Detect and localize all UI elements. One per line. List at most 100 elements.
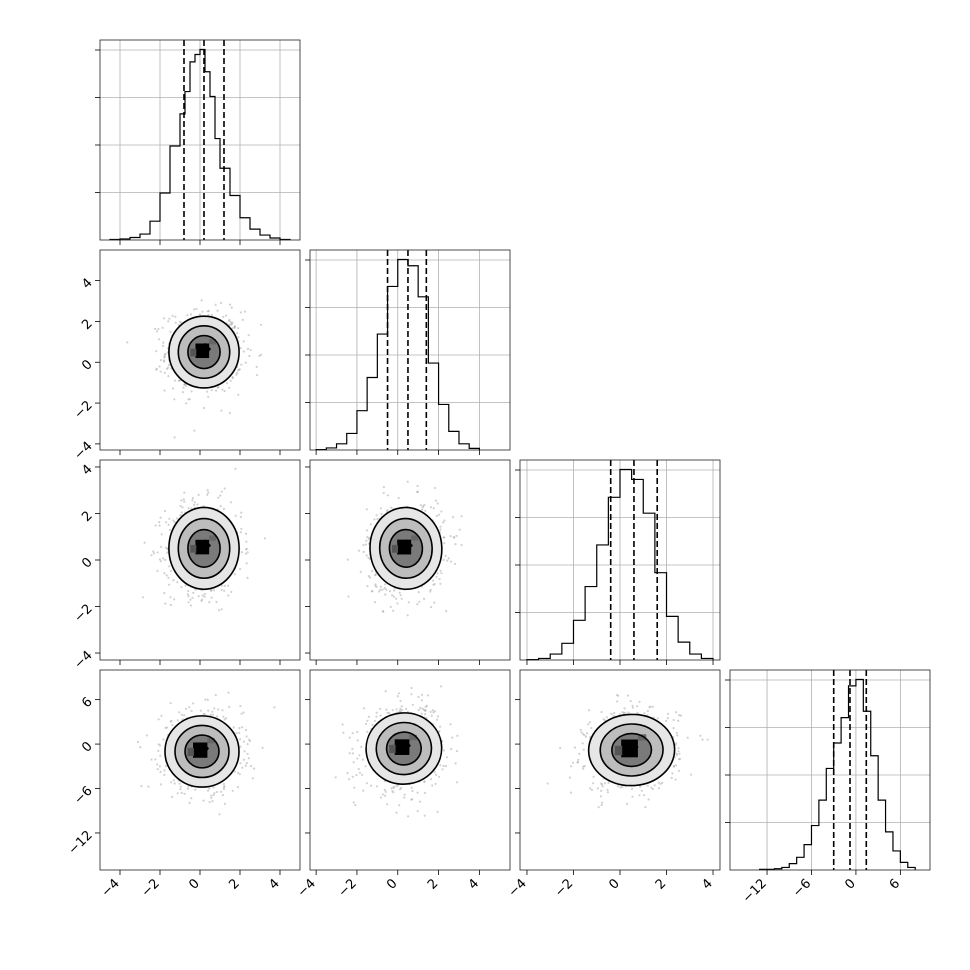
scatter-point — [240, 363, 243, 366]
scatter-point — [165, 574, 168, 577]
scatter-point — [334, 776, 337, 779]
scatter-point — [442, 764, 445, 768]
scatter-point — [386, 494, 389, 497]
panel-1-2 — [305, 459, 511, 665]
scatter-point — [425, 704, 428, 708]
scatter-point — [208, 601, 211, 604]
scatter-point — [423, 780, 426, 784]
scatter-point — [217, 496, 220, 499]
scatter-point — [184, 584, 187, 587]
x-tick-label: 2 — [425, 876, 441, 892]
scatter-point — [206, 698, 209, 701]
scatter-point — [417, 490, 420, 493]
scatter-point — [217, 708, 220, 711]
scatter-point — [206, 489, 209, 492]
scatter-point — [216, 715, 219, 718]
scatter-point — [375, 514, 378, 517]
scatter-point — [384, 593, 387, 596]
scatter-point — [439, 582, 442, 585]
scatter-point — [348, 736, 351, 739]
scatter-point — [231, 789, 234, 792]
scatter-point — [381, 793, 384, 796]
scatter-point — [627, 711, 630, 714]
contour-line-middle — [177, 325, 231, 380]
scatter-point — [650, 786, 653, 789]
scatter-point — [430, 778, 433, 781]
scatter-point — [672, 764, 676, 768]
scatter-point — [180, 586, 183, 589]
scatter-point — [228, 318, 231, 321]
scatter-point — [234, 467, 237, 470]
axes-frame — [309, 669, 511, 871]
scatter-point — [351, 775, 354, 778]
scatter-point — [191, 596, 194, 600]
scatter-point — [172, 519, 175, 522]
scatter-point — [600, 789, 603, 793]
y-tick-label: 4 — [79, 276, 95, 292]
scatter-point — [163, 773, 166, 777]
y-tick-label: 0 — [79, 357, 95, 373]
scatter-point — [157, 743, 160, 746]
scatter-point — [390, 787, 393, 790]
scatter-point — [258, 354, 261, 357]
scatter-point — [659, 782, 662, 786]
scatter-point — [163, 572, 166, 575]
scatter-point — [155, 367, 158, 370]
scatter-point — [239, 347, 242, 350]
scatter-point — [391, 594, 394, 597]
scatter-point — [452, 536, 455, 539]
scatter-point — [187, 589, 190, 593]
contour-line-outer — [168, 506, 240, 591]
scatter-point — [347, 595, 350, 598]
scatter-point — [364, 765, 367, 768]
scatter-point — [211, 710, 214, 713]
scatter-point — [346, 772, 349, 775]
scatter-point — [256, 374, 259, 377]
scatter-point — [238, 738, 242, 741]
scatter-point — [206, 789, 210, 792]
scatter-point — [449, 535, 452, 538]
histogram-step — [759, 678, 916, 870]
scatter-point — [366, 730, 369, 734]
y-tick-label: 0 — [79, 739, 95, 755]
x-tick-label: 4 — [699, 876, 715, 892]
scatter-point — [419, 706, 422, 710]
y-tick-label: −2 — [71, 398, 95, 422]
scatter-point — [228, 386, 231, 389]
scatter-point — [155, 368, 158, 371]
scatter-point — [176, 719, 179, 722]
scatter-point — [546, 782, 549, 785]
scatter-point — [223, 584, 226, 588]
scatter-point — [239, 568, 242, 571]
x-tick-label: 4 — [266, 876, 282, 892]
contour-line-inner — [187, 334, 221, 370]
scatter-point — [185, 402, 188, 405]
scatter-point — [183, 491, 186, 494]
contour-line-outer — [168, 315, 240, 389]
scatter-point — [701, 738, 704, 741]
scatter-point — [657, 781, 660, 784]
contour-line-outer — [365, 712, 443, 785]
panel-0-2: −4 −2 0 2 4 — [71, 459, 301, 672]
scatter-point — [458, 528, 461, 531]
y-tick-label: 0 — [79, 555, 95, 571]
scatter-point — [245, 735, 248, 738]
scatter-point — [382, 610, 385, 613]
scatter-point — [390, 506, 393, 509]
scatter-point — [362, 550, 365, 554]
scatter-point — [230, 323, 233, 326]
scatter-point — [156, 551, 159, 554]
scatter-point — [193, 308, 196, 311]
scatter-point — [186, 314, 189, 317]
scatter-point — [432, 583, 435, 587]
scatter-point — [445, 610, 448, 613]
scatter-point — [167, 523, 170, 526]
scatter-point — [606, 788, 609, 791]
scatter-point — [395, 785, 398, 788]
scatter-point — [442, 521, 445, 524]
scatter-point — [624, 711, 627, 714]
scatter-point — [181, 506, 184, 509]
scatter-point — [597, 806, 600, 809]
scatter-point — [176, 581, 179, 584]
scatter-point — [150, 554, 153, 557]
